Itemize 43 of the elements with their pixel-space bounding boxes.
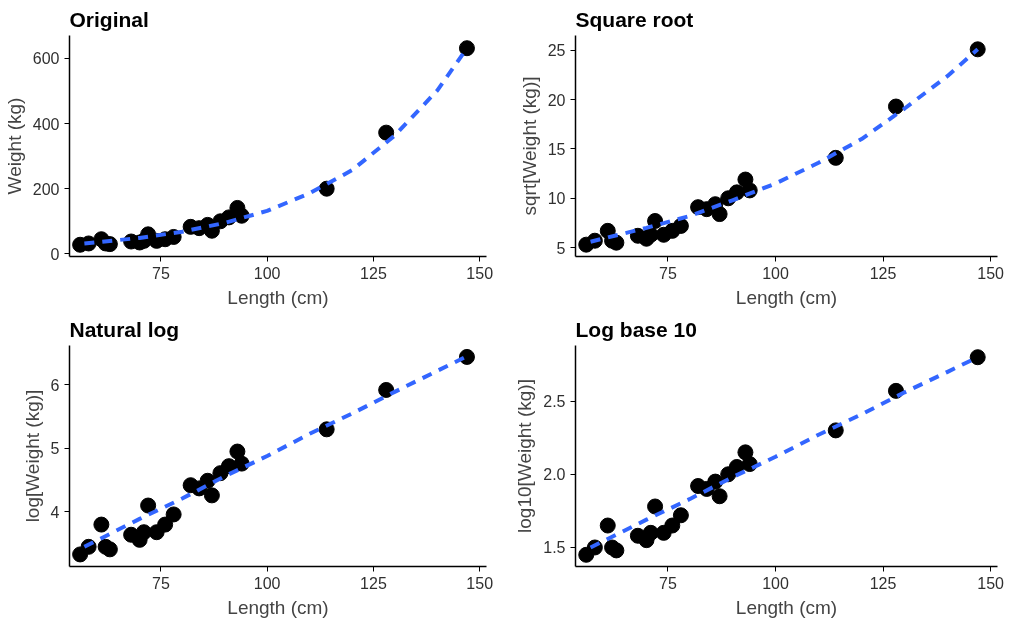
x-tick-label: 150 [977, 264, 1005, 282]
x-tick-label: 75 [151, 264, 170, 282]
y-tick-label: 10 [547, 190, 566, 208]
y-axis-title: Weight (kg) [3, 97, 25, 195]
y-tick-label: 6 [50, 376, 60, 394]
chart-title: Natural log [69, 317, 180, 341]
y-axis-title: log[Weight (kg)] [21, 389, 43, 523]
y-tick-label: 20 [547, 91, 566, 109]
x-tick-label: 125 [869, 574, 897, 592]
y-axis-title: log10[Weight (kg)] [514, 379, 536, 533]
y-tick-label: 5 [50, 440, 60, 458]
x-tick-label: 75 [659, 264, 677, 282]
y-tick-label: 15 [547, 140, 566, 158]
x-axis-title: Length (cm) [735, 286, 838, 308]
y-tick-label: 4 [50, 503, 60, 521]
y-tick-label: 2.5 [543, 393, 566, 411]
x-tick-label: 100 [253, 574, 281, 592]
chart-title: Log base 10 [575, 317, 697, 341]
x-tick-label: 150 [466, 574, 494, 592]
y-tick-label: 0 [50, 245, 60, 263]
x-tick-label: 125 [360, 264, 387, 282]
x-tick-label: 150 [977, 574, 1005, 592]
x-tick-label: 125 [869, 264, 897, 282]
y-tick-label: 600 [32, 50, 60, 68]
x-tick-label: 100 [762, 574, 789, 592]
x-tick-label: 125 [360, 574, 387, 592]
y-tick-label: 2.0 [543, 466, 566, 484]
x-tick-label: 100 [762, 264, 789, 282]
y-axis-title: sqrt[Weight (kg)] [518, 76, 540, 216]
x-tick-label: 100 [253, 264, 281, 282]
x-axis-title: Length (cm) [227, 596, 329, 618]
x-axis-title: Length (cm) [227, 286, 329, 308]
x-axis-title: Length (cm) [735, 596, 838, 618]
x-tick-label: 150 [466, 264, 494, 282]
chart-title: Square root [575, 7, 694, 31]
y-tick-label: 200 [32, 180, 60, 198]
y-tick-label: 25 [547, 42, 566, 60]
x-tick-label: 75 [151, 574, 170, 592]
x-tick-label: 75 [659, 574, 677, 592]
y-tick-label: 1.5 [543, 539, 566, 557]
chart-title: Original [69, 7, 149, 31]
y-tick-label: 400 [32, 115, 60, 133]
y-tick-label: 5 [556, 239, 566, 257]
